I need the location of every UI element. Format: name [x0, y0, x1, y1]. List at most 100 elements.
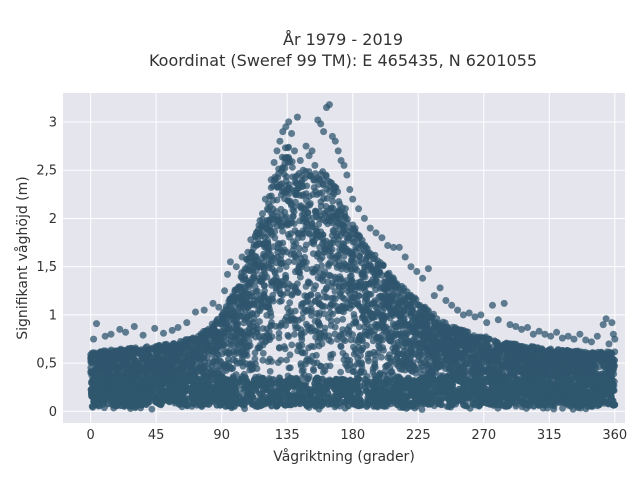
- data-point: [350, 253, 357, 261]
- data-point: [242, 360, 250, 367]
- data-point: [366, 311, 374, 319]
- data-point: [362, 280, 370, 288]
- data-point: [285, 280, 293, 288]
- data-point: [297, 205, 305, 212]
- data-point: [285, 184, 293, 192]
- data-point: [512, 340, 520, 348]
- data-point: [602, 365, 610, 373]
- data-point: [167, 343, 175, 351]
- data-point: [414, 365, 422, 373]
- data-point: [399, 343, 407, 350]
- data-point: [205, 345, 212, 353]
- data-point: [170, 368, 178, 376]
- data-point: [364, 290, 371, 298]
- data-point: [310, 184, 318, 191]
- data-point: [278, 153, 286, 161]
- data-point: [97, 349, 105, 357]
- data-point: [298, 211, 306, 219]
- data-point: [192, 346, 200, 354]
- data-point: [115, 347, 122, 355]
- data-point: [286, 351, 294, 359]
- data-point: [246, 302, 254, 309]
- data-point: [374, 348, 382, 356]
- data-point: [233, 322, 241, 330]
- data-point: [438, 361, 446, 368]
- data-point: [315, 215, 323, 223]
- data-point: [351, 287, 359, 294]
- data-point: [320, 195, 327, 203]
- data-point: [267, 257, 275, 265]
- data-point: [337, 368, 344, 376]
- data-point: [273, 259, 281, 267]
- data-point: [278, 167, 285, 175]
- data-point: [303, 182, 311, 190]
- data-point: [331, 330, 339, 338]
- data-point: [545, 370, 553, 378]
- data-point: [341, 337, 349, 345]
- data-point: [458, 338, 466, 345]
- data-point: [242, 275, 249, 283]
- data-point: [284, 317, 292, 325]
- data-point: [292, 324, 300, 332]
- data-point: [361, 316, 369, 324]
- data-point: [272, 274, 280, 281]
- data-point: [395, 312, 403, 320]
- data-point: [335, 235, 342, 243]
- data-point: [331, 260, 339, 267]
- data-point: [304, 293, 311, 300]
- data-point: [371, 364, 379, 371]
- data-point: [339, 316, 347, 323]
- data-point: [299, 217, 307, 225]
- data-point: [309, 352, 316, 360]
- data-point: [347, 361, 354, 369]
- data-point: [314, 318, 322, 326]
- data-point: [325, 314, 332, 321]
- data-point: [240, 313, 248, 321]
- data-point: [392, 344, 399, 351]
- data-point: [474, 364, 482, 371]
- data-point: [268, 321, 275, 329]
- data-point: [394, 350, 402, 358]
- data-point: [450, 343, 458, 351]
- data-point: [276, 266, 284, 273]
- data-point: [294, 347, 302, 355]
- data-point: [351, 228, 359, 236]
- data-point: [288, 341, 296, 349]
- data-point: [298, 314, 306, 322]
- data-point: [145, 366, 152, 373]
- data-point: [320, 288, 328, 296]
- data-point: [372, 320, 379, 328]
- data-point: [290, 242, 298, 250]
- data-point: [337, 289, 344, 297]
- data-point: [217, 319, 225, 327]
- data-point: [303, 308, 310, 315]
- data-point: [301, 253, 309, 261]
- data-point: [332, 295, 339, 303]
- data-point: [530, 356, 538, 364]
- data-point: [387, 275, 395, 283]
- data-point: [331, 183, 339, 191]
- data-point: [294, 234, 302, 242]
- data-point: [341, 295, 348, 303]
- data-point: [370, 331, 378, 339]
- data-point: [303, 265, 311, 273]
- data-point: [336, 246, 343, 254]
- data-point: [266, 305, 273, 313]
- data-point: [326, 303, 334, 311]
- data-point: [231, 331, 239, 339]
- data-point: [298, 176, 306, 184]
- data-point: [386, 351, 393, 358]
- data-point: [342, 304, 350, 312]
- data-point: [268, 192, 275, 200]
- data-point: [310, 285, 318, 293]
- data-point: [305, 230, 313, 238]
- data-point: [253, 310, 261, 318]
- data-point: [271, 268, 278, 275]
- data-point: [285, 154, 292, 161]
- data-point: [263, 331, 271, 338]
- data-point: [314, 291, 322, 299]
- data-point: [331, 323, 339, 331]
- data-point: [334, 251, 342, 259]
- data-point: [387, 357, 394, 365]
- data-point: [333, 317, 341, 325]
